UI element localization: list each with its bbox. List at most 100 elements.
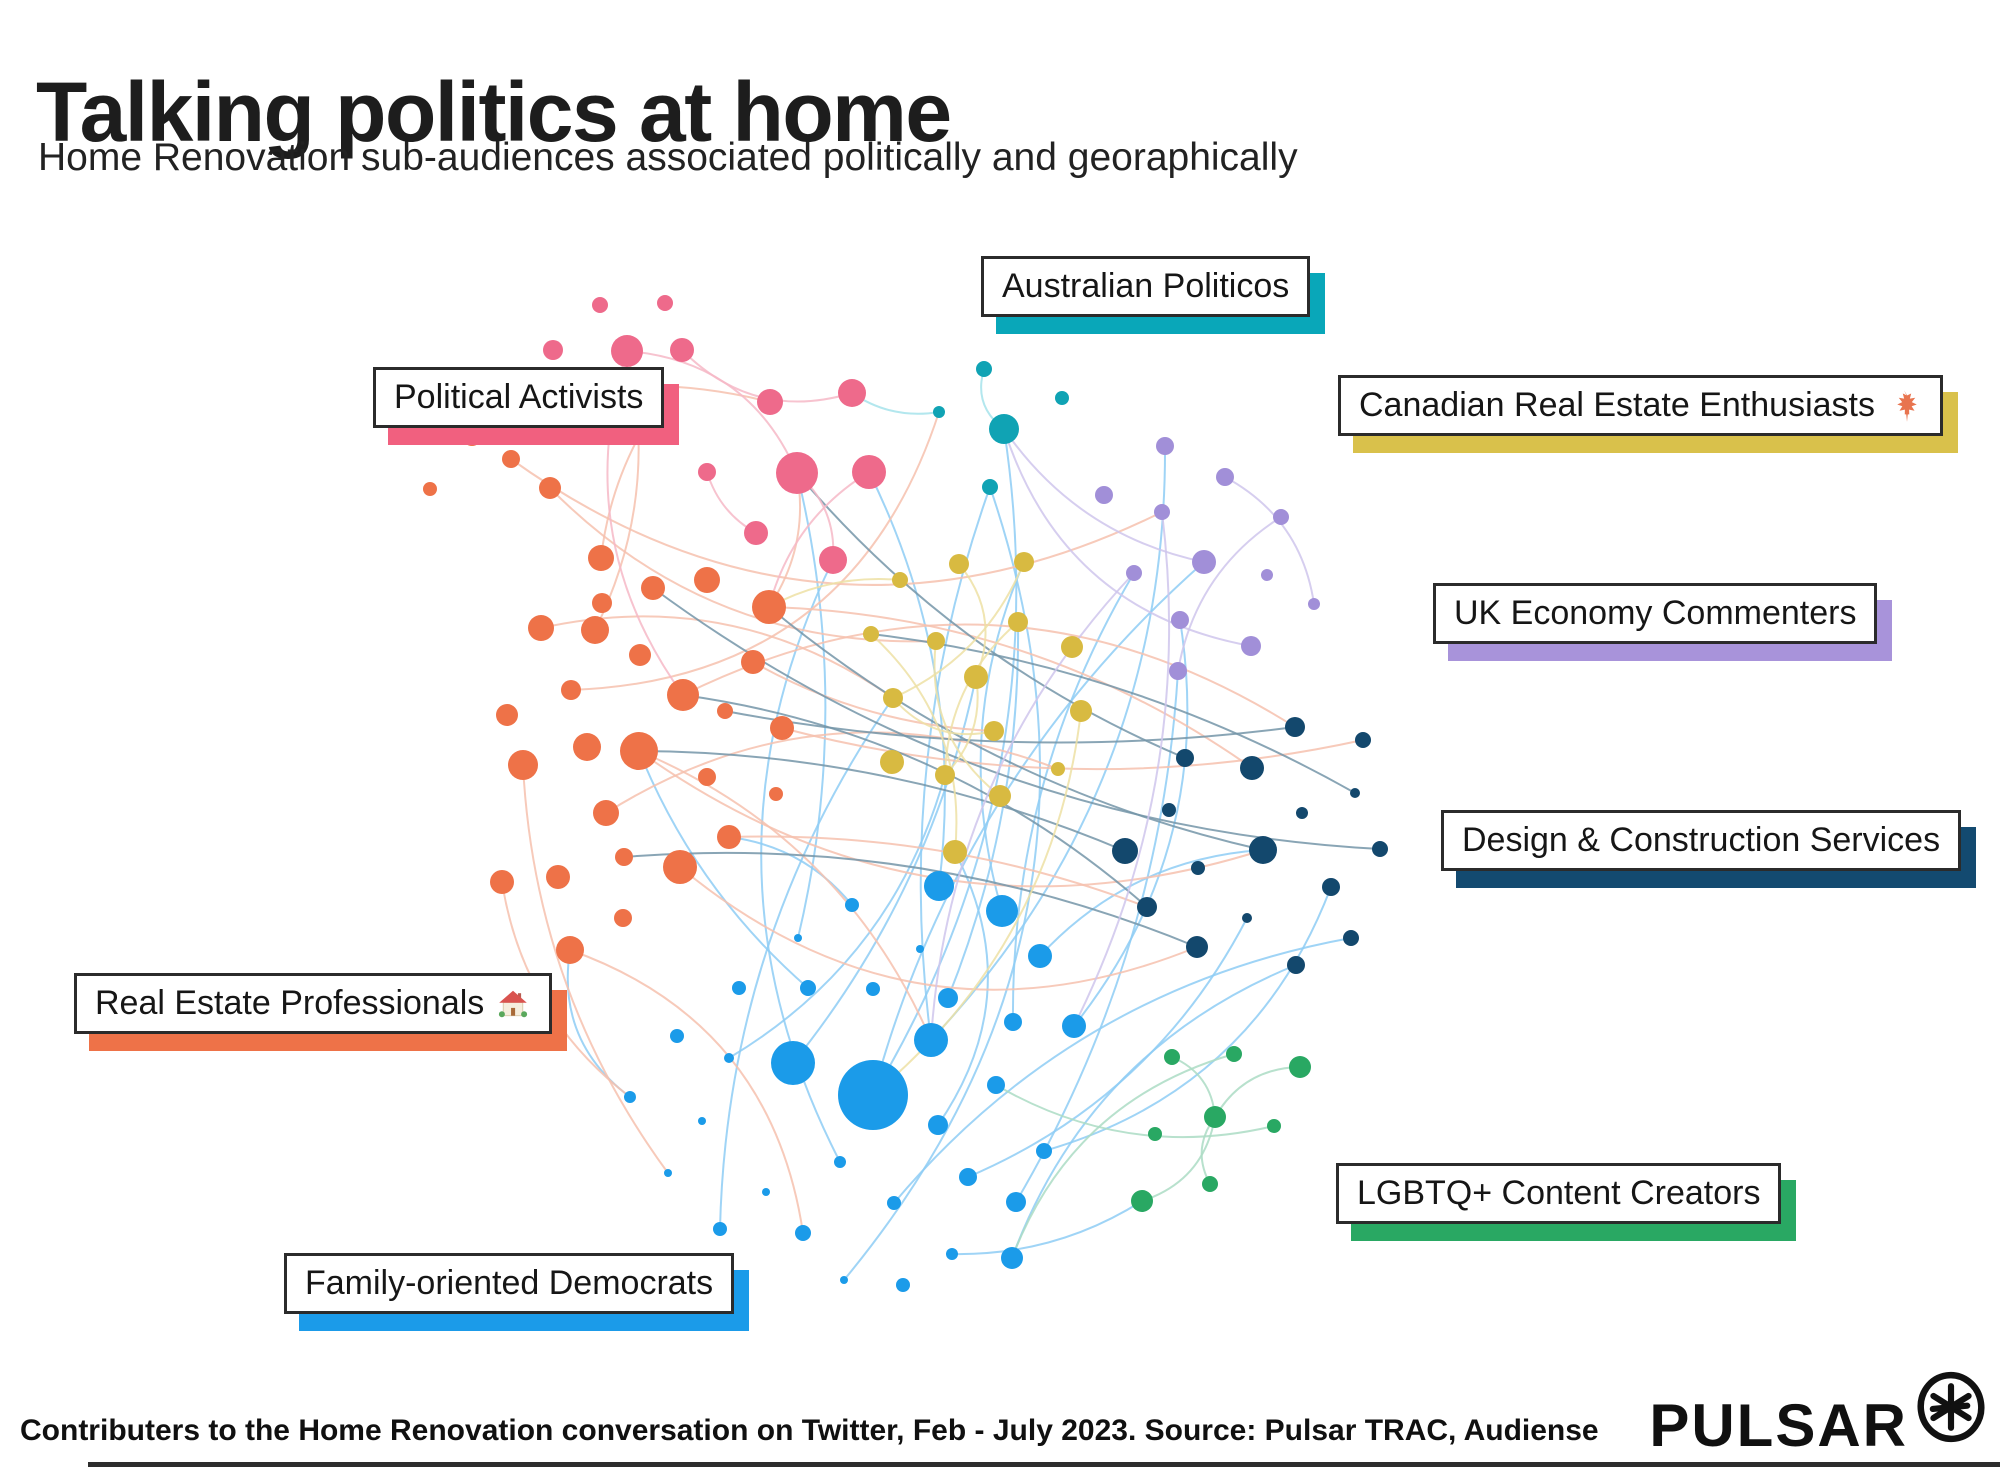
node-lgbtq-content-creators	[1202, 1176, 1218, 1192]
edge	[1043, 886, 1332, 1152]
node-uk-economy-commenters	[1216, 468, 1234, 486]
node-uk-economy-commenters	[1261, 569, 1273, 581]
node-political-activists	[838, 379, 866, 407]
node-lgbtq-content-creators	[1148, 1127, 1162, 1141]
node-family-oriented-democrats	[887, 1196, 901, 1210]
node-real-estate-professionals	[490, 870, 514, 894]
node-real-estate-professionals	[698, 768, 716, 786]
cluster-label-political-activists: Political Activists	[373, 367, 665, 428]
edge	[1177, 516, 1282, 672]
pulsar-logo-text: PULSAR	[1649, 1392, 1908, 1459]
node-canadian-real-estate-enthusiasts	[1051, 762, 1065, 776]
edge	[768, 606, 1253, 769]
edge	[1003, 428, 1252, 647]
node-family-oriented-democrats	[1036, 1143, 1052, 1159]
node-design-construction-services	[1285, 717, 1305, 737]
edge	[719, 697, 894, 1230]
node-design-construction-services	[1372, 841, 1388, 857]
node-real-estate-professionals	[546, 865, 570, 889]
node-political-activists	[670, 338, 694, 362]
edge	[682, 623, 1296, 728]
node-canadian-real-estate-enthusiasts	[880, 750, 904, 774]
node-uk-economy-commenters	[1273, 509, 1289, 525]
node-lgbtq-content-creators	[1164, 1049, 1180, 1065]
node-real-estate-professionals	[717, 825, 741, 849]
cluster-label-uk-economy-commenters: UK Economy Commenters	[1433, 583, 1878, 644]
edge	[947, 621, 1020, 999]
edge	[1015, 670, 1179, 1203]
edge	[724, 710, 1296, 744]
edge	[682, 694, 1148, 908]
edge	[1214, 1066, 1301, 1118]
edge	[768, 471, 870, 608]
node-family-oriented-democrats	[838, 1060, 908, 1130]
node-lgbtq-content-creators	[1289, 1056, 1311, 1078]
node-canadian-real-estate-enthusiasts	[1008, 612, 1028, 632]
node-political-activists	[744, 521, 768, 545]
node-real-estate-professionals	[462, 426, 482, 446]
node-political-activists	[776, 452, 818, 494]
node-real-estate-professionals	[573, 733, 601, 761]
node-real-estate-professionals	[620, 732, 658, 770]
node-uk-economy-commenters	[1095, 486, 1113, 504]
node-uk-economy-commenters	[1171, 611, 1189, 629]
node-family-oriented-democrats	[924, 871, 954, 901]
node-political-activists	[543, 340, 563, 360]
edge	[933, 640, 1001, 797]
node-political-activists	[757, 389, 783, 415]
edge	[605, 731, 1059, 814]
node-real-estate-professionals	[556, 936, 584, 964]
cluster-label-australian-politicos: Australian Politicos	[981, 256, 1311, 317]
edge	[796, 472, 1186, 759]
page-subtitle: Home Renovation sub-audiences associated…	[38, 136, 1298, 179]
cluster-label-text: LGBTQ+ Content Creators	[1357, 1174, 1761, 1212]
node-political-activists	[819, 546, 847, 574]
edge	[570, 411, 940, 691]
node-political-activists	[657, 295, 673, 311]
edge	[870, 633, 958, 853]
cluster-label-text: Family-oriented Democrats	[305, 1264, 714, 1302]
node-family-oriented-democrats	[664, 1169, 672, 1177]
edge	[1141, 1116, 1216, 1202]
node-real-estate-professionals	[667, 679, 699, 711]
node-family-oriented-democrats	[916, 945, 924, 953]
edge	[510, 458, 1163, 586]
node-real-estate-professionals	[717, 703, 733, 719]
cluster-label-text: Design & Construction Services	[1462, 821, 1941, 859]
house-icon	[499, 990, 528, 1017]
edge	[1039, 849, 1264, 957]
node-design-construction-services	[1162, 803, 1176, 817]
node-real-estate-professionals	[629, 644, 651, 666]
node-design-construction-services	[1322, 878, 1340, 896]
bottom-rule	[88, 1462, 2000, 1467]
edge	[843, 486, 1041, 1281]
node-real-estate-professionals	[508, 750, 538, 780]
edge	[1224, 476, 1315, 605]
edge	[768, 606, 1264, 851]
node-real-estate-professionals	[770, 716, 794, 740]
node-real-estate-professionals	[423, 482, 437, 496]
edge	[522, 764, 669, 1174]
node-family-oriented-democrats	[1028, 944, 1052, 968]
node-real-estate-professionals	[741, 650, 765, 674]
edge	[1073, 511, 1171, 1027]
node-lgbtq-content-creators	[1226, 1046, 1242, 1062]
cluster-label-lgbtq-content-creators: LGBTQ+ Content Creators	[1336, 1163, 1782, 1224]
source-caption: Contributers to the Home Renovation conv…	[20, 1414, 1599, 1447]
node-lgbtq-content-creators	[1267, 1119, 1281, 1133]
node-family-oriented-democrats	[914, 1023, 948, 1057]
cluster-label-text: Canadian Real Estate Enthusiasts	[1359, 386, 1875, 424]
node-family-oriented-democrats	[762, 1188, 770, 1196]
node-family-oriented-democrats	[946, 1248, 958, 1260]
node-political-activists	[852, 455, 886, 489]
node-family-oriented-democrats	[795, 1225, 811, 1241]
node-canadian-real-estate-enthusiasts	[1061, 636, 1083, 658]
edge	[1011, 1053, 1235, 1259]
edge	[623, 851, 1198, 948]
cluster-label-real-estate-professionals: Real Estate Professionals	[74, 973, 553, 1034]
node-family-oriented-democrats	[1062, 1014, 1086, 1038]
node-canadian-real-estate-enthusiasts	[1014, 552, 1034, 572]
node-family-oriented-democrats	[959, 1168, 977, 1186]
edge	[951, 1200, 1143, 1256]
